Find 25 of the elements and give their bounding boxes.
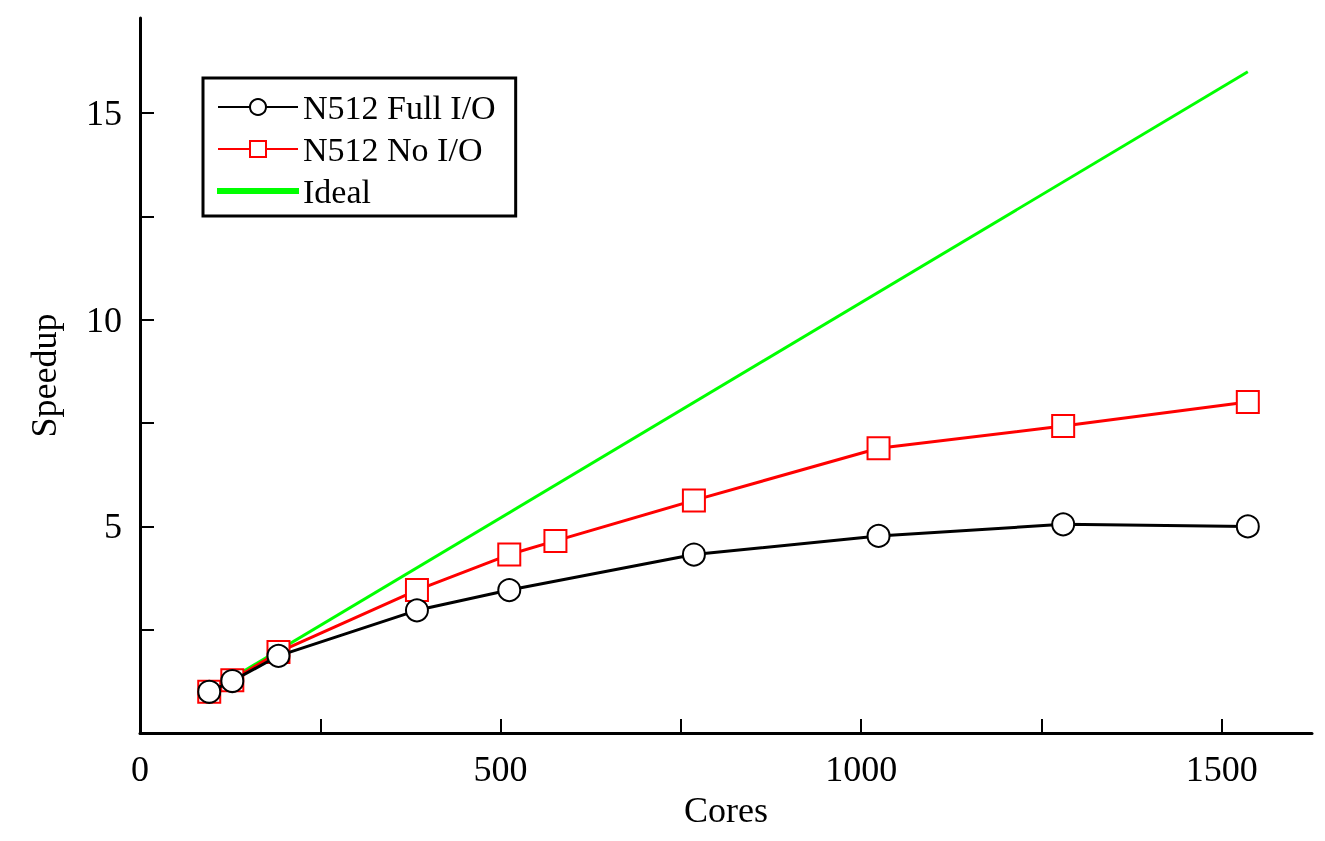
point (1235, 514, 1260, 539)
legend-label: Ideal (303, 172, 371, 210)
point (866, 436, 891, 461)
point (543, 528, 568, 553)
point (681, 488, 706, 513)
point (404, 598, 429, 623)
point (1051, 512, 1076, 537)
legend-label: N512 No I/O (303, 130, 483, 168)
legend-label: N512 Full I/O (303, 88, 496, 126)
y-tick-label: 5 (104, 506, 122, 547)
x-tick-label: 1000 (825, 749, 898, 790)
x-tick-label: 1500 (1185, 749, 1258, 790)
y-axis-title: Speedup (24, 313, 64, 438)
point (497, 578, 522, 603)
point (1051, 413, 1076, 438)
point (497, 542, 522, 567)
point (404, 578, 429, 603)
y-tick-label: 10 (86, 299, 122, 340)
x-tick-label: 0 (131, 749, 149, 790)
x-tick-label: 500 (473, 749, 528, 790)
point (866, 523, 891, 548)
point (1235, 390, 1260, 414)
x-axis-title: Cores (684, 790, 768, 830)
y-tick-label: 15 (86, 93, 122, 134)
point (681, 542, 706, 567)
